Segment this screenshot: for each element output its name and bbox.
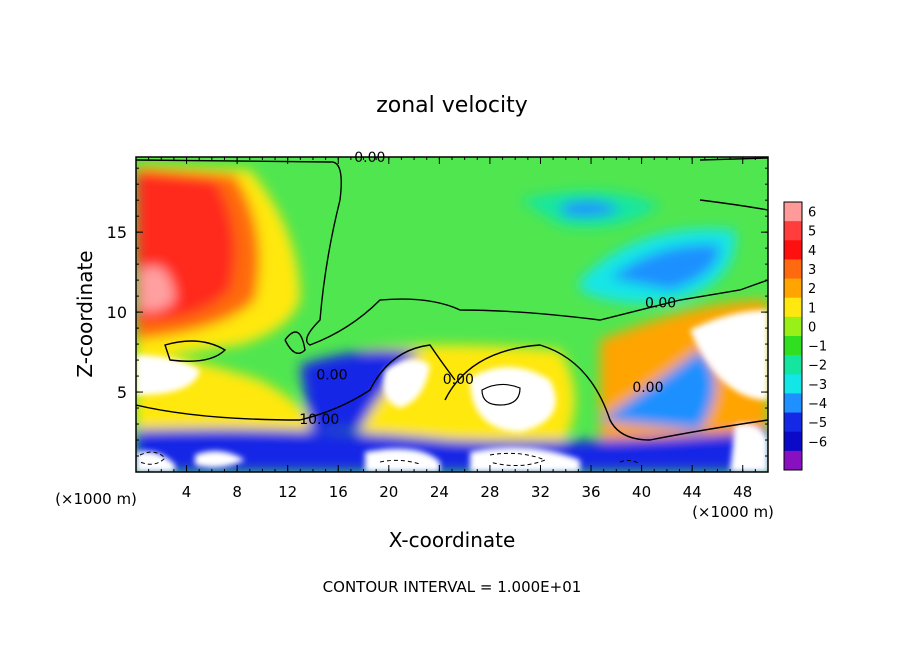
field-region-negative (136, 428, 768, 472)
field-region-negative (610, 244, 720, 290)
field-core (690, 310, 768, 400)
colorbar-label: −3 (808, 378, 827, 393)
contour-label: 0.00 (354, 150, 385, 166)
x-tick-label: 16 (329, 483, 348, 501)
colorbar-swatch (784, 431, 802, 452)
y-tick-label: 5 (117, 383, 127, 402)
colorbar-swatch (784, 393, 802, 414)
contour-lines (136, 157, 768, 466)
contour-line (444, 344, 768, 441)
x-axis-ticks: 4 8 12 16 20 24 28 32 36 40 44 48 (148, 157, 756, 501)
x-unit-right: (×1000 m) (692, 503, 774, 521)
contour-line (481, 383, 521, 406)
colorbar-swatch (784, 336, 802, 356)
x-tick-label: 40 (632, 483, 651, 501)
field-core (136, 451, 175, 472)
colorbar: 6 5 4 3 2 1 0 −1 −2 −3 −4 −5 −6 (783, 201, 827, 471)
chart-title: zonal velocity (376, 93, 528, 118)
contour-line (164, 340, 227, 362)
contour-line (699, 157, 768, 161)
contour-line (284, 331, 306, 354)
colorbar-label: 5 (808, 225, 816, 240)
contour-line-negative (379, 459, 421, 465)
field-region-strong (140, 266, 175, 312)
y-axis-ticks: 5 10 15 (107, 167, 768, 457)
contour-labels: 0.00 0.00 0.00 0.00 0.00 10.00 (299, 150, 676, 428)
x-axis-label: X-coordinate (389, 528, 516, 552)
x-tick-label: 36 (581, 483, 600, 501)
colorbar-label: 3 (808, 263, 816, 278)
colorbar-swatch (784, 221, 802, 241)
colorbar-swatch (784, 240, 802, 260)
field-sharp (136, 310, 768, 472)
field-core (730, 424, 768, 472)
x-tick-label: 32 (531, 483, 550, 501)
colorbar-swatch (784, 259, 802, 280)
colorbar-swatch (784, 412, 802, 433)
x-tick-label: 28 (480, 483, 499, 501)
colorbar-swatch (784, 450, 802, 471)
colorbar-label: −2 (808, 359, 827, 374)
contour-label: 10.00 (299, 412, 339, 428)
x-tick-label: 48 (733, 483, 752, 501)
field-region-negative (600, 350, 715, 430)
plot-area (136, 157, 768, 472)
x-tick-label: 4 (182, 483, 192, 501)
colorbar-label: 1 (808, 301, 816, 316)
field-core (470, 366, 556, 432)
colorbar-swatch (784, 374, 802, 394)
y-tick-label: 10 (107, 303, 127, 322)
x-tick-label: 8 (232, 483, 242, 501)
x-tick-label: 24 (430, 483, 449, 501)
contour-line (699, 199, 768, 211)
colorbar-swatch (784, 355, 802, 375)
contour-label: 0.00 (645, 295, 676, 311)
colorbar-label: 0 (808, 320, 816, 335)
field-core (383, 359, 430, 408)
colorbar-swatch (784, 316, 802, 337)
contour-line-negative (619, 459, 641, 465)
contour-line-negative (489, 452, 547, 466)
contour-label: 0.00 (443, 372, 474, 388)
y-tick-label: 15 (107, 223, 127, 242)
colorbar-label: −5 (808, 416, 827, 431)
x-unit-left: (×1000 m) (55, 490, 137, 508)
x-tick-label: 12 (278, 483, 297, 501)
field-core (136, 355, 200, 395)
contour-line-negative (139, 451, 166, 465)
field-region-negative (560, 201, 620, 217)
colorbar-swatch (784, 202, 802, 222)
colorbar-swatch (784, 297, 802, 318)
contour-line (136, 344, 456, 421)
colorbar-label: −4 (808, 397, 827, 412)
y-axis-label: Z-coordinate (73, 250, 97, 377)
colorbar-label: 6 (808, 206, 816, 221)
colorbar-frame (783, 201, 803, 471)
field-core (195, 451, 245, 468)
colorbar-label: 2 (808, 282, 816, 297)
colorbar-label: 4 (808, 244, 816, 259)
contour-line (136, 159, 768, 346)
contour-label: 0.00 (632, 380, 663, 396)
x-tick-label: 20 (379, 483, 398, 501)
x-tick-label: 44 (683, 483, 702, 501)
contour-label: 0.00 (316, 367, 347, 383)
contour-interval-note: CONTOUR INTERVAL = 1.000E+01 (323, 578, 582, 596)
colorbar-swatch (784, 278, 802, 299)
colorbar-label: −6 (808, 435, 827, 450)
colorbar-label: −1 (808, 340, 827, 355)
